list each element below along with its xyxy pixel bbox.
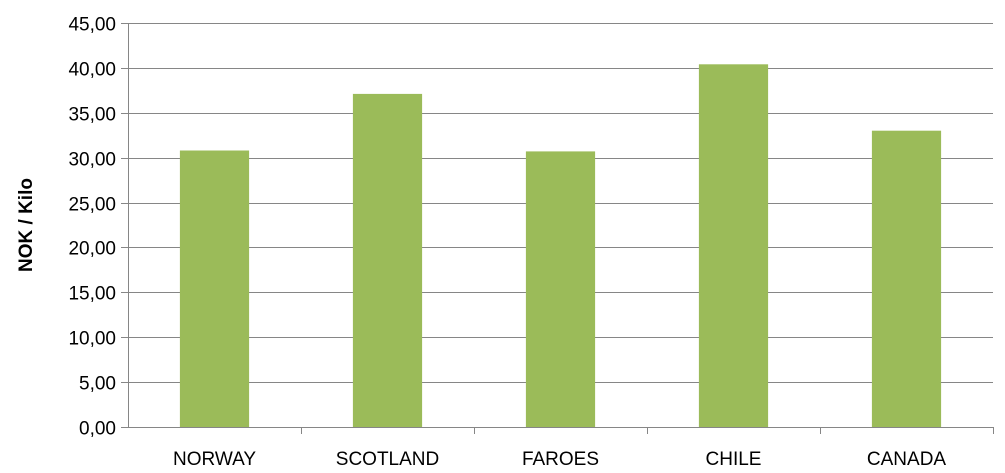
axes bbox=[128, 23, 994, 434]
y-tick-label-4: 20,00 bbox=[68, 239, 116, 260]
x-tick-label-faroes: FAROES bbox=[522, 449, 599, 470]
y-tick-label-9: 45,00 bbox=[68, 15, 116, 36]
x-tick-labels: NORWAY SCOTLAND FAROES CHILE CANADA bbox=[173, 449, 946, 470]
y-tick-labels: 0,00 5,00 10,00 15,00 20,00 25,00 30,00 35,00 40… bbox=[68, 15, 128, 440]
bar-scotland bbox=[352, 93, 423, 428]
bars bbox=[179, 64, 942, 428]
y-tick-label-7: 35,00 bbox=[68, 105, 116, 126]
y-tick-label-0: 0,00 bbox=[79, 419, 116, 440]
x-tick-label-canada: CANADA bbox=[867, 449, 947, 470]
y-tick-label-1: 5,00 bbox=[79, 374, 116, 395]
x-tick-label-scotland: SCOTLAND bbox=[336, 449, 439, 470]
y-tick-label-6: 30,00 bbox=[68, 150, 116, 171]
bar-canada bbox=[871, 130, 942, 427]
y-tick-label-8: 40,00 bbox=[68, 60, 116, 81]
y-tick-label-2: 10,00 bbox=[68, 329, 116, 350]
x-tick-label-chile: CHILE bbox=[706, 449, 762, 470]
y-tick-label-3: 15,00 bbox=[68, 284, 116, 305]
bar-faroes bbox=[525, 151, 596, 427]
bar-chile bbox=[698, 64, 769, 428]
y-axis-title: NOK / Kilo bbox=[16, 178, 37, 272]
bar-norway bbox=[179, 150, 250, 427]
x-tick-label-norway: NORWAY bbox=[173, 449, 256, 470]
y-tick-label-5: 25,00 bbox=[68, 195, 116, 216]
